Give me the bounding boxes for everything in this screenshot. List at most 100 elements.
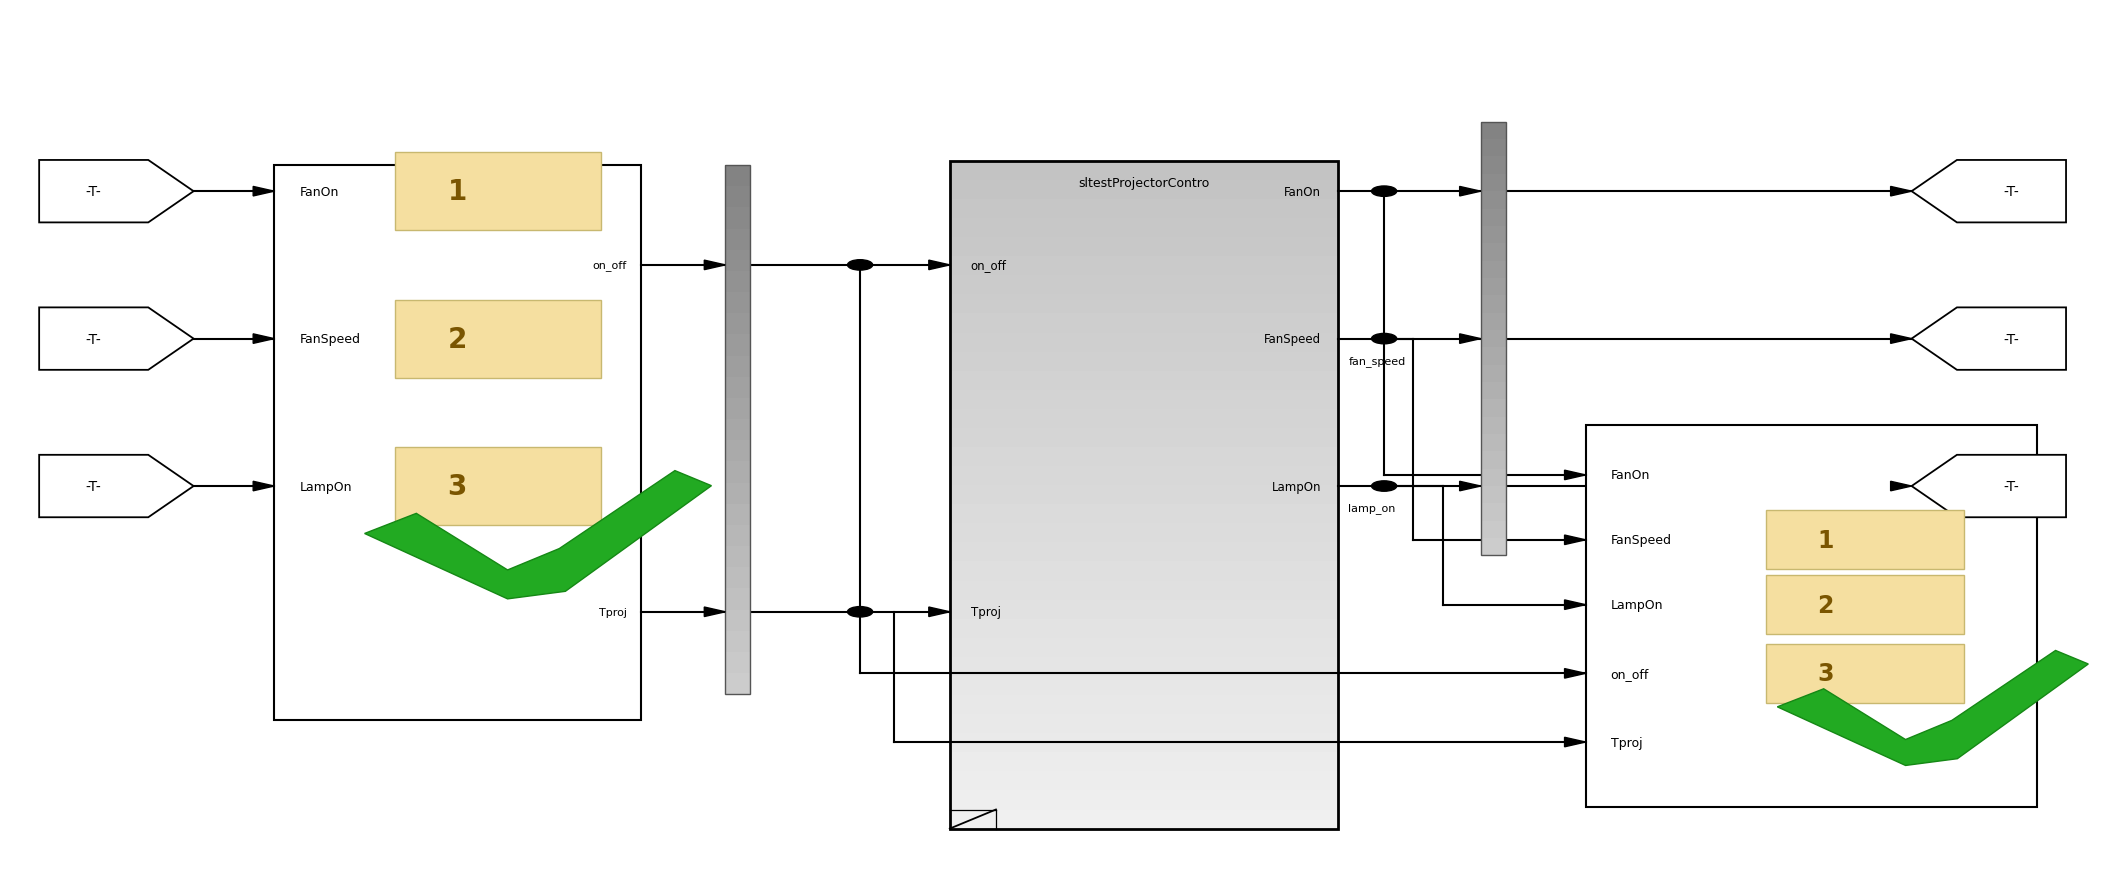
Bar <box>1481 313 1506 330</box>
Text: on_off: on_off <box>971 259 1006 272</box>
Bar <box>1481 296 1506 313</box>
Bar <box>950 162 1338 181</box>
Bar <box>1481 123 1506 140</box>
Polygon shape <box>254 187 273 196</box>
Bar <box>725 399 750 420</box>
Polygon shape <box>366 471 712 599</box>
Bar <box>725 504 750 525</box>
Bar <box>1481 400 1506 417</box>
Text: FanSpeed: FanSpeed <box>1265 333 1322 346</box>
Text: -T-: -T- <box>86 480 101 494</box>
Polygon shape <box>1565 669 1586 679</box>
Text: 2: 2 <box>1817 593 1834 617</box>
Bar <box>725 525 750 547</box>
Text: FanSpeed: FanSpeed <box>1611 534 1672 547</box>
Bar <box>950 314 1338 333</box>
Bar <box>950 448 1338 467</box>
Bar <box>1481 487 1506 504</box>
Text: -T-: -T- <box>2004 185 2019 199</box>
Bar <box>950 238 1338 257</box>
Polygon shape <box>1565 738 1586 747</box>
Bar <box>1481 123 1506 556</box>
Bar <box>725 673 750 694</box>
Bar <box>1481 521 1506 539</box>
Text: FanOn: FanOn <box>1284 185 1322 198</box>
Bar <box>1481 140 1506 157</box>
Bar <box>725 588 750 610</box>
Polygon shape <box>1565 535 1586 545</box>
Text: FanOn: FanOn <box>1611 469 1649 482</box>
Text: -T-: -T- <box>2004 480 2019 494</box>
Bar <box>1481 348 1506 365</box>
Polygon shape <box>1891 481 1912 491</box>
Bar <box>950 524 1338 543</box>
Polygon shape <box>254 481 273 491</box>
Bar <box>1481 365 1506 382</box>
Polygon shape <box>1565 600 1586 610</box>
Text: 3: 3 <box>1817 661 1834 686</box>
Polygon shape <box>1460 481 1481 491</box>
Circle shape <box>847 607 872 617</box>
Bar <box>1481 539 1506 556</box>
Bar <box>1481 434 1506 452</box>
Text: -T-: -T- <box>2004 332 2019 346</box>
Bar <box>725 209 750 229</box>
Polygon shape <box>929 261 950 270</box>
Bar <box>395 153 601 231</box>
Polygon shape <box>704 607 725 617</box>
Circle shape <box>1372 334 1397 344</box>
Polygon shape <box>1912 308 2065 370</box>
Bar <box>725 461 750 483</box>
Bar <box>950 600 1338 619</box>
Bar <box>395 448 601 526</box>
Text: FanSpeed: FanSpeed <box>298 333 361 346</box>
Bar <box>950 638 1338 657</box>
Bar <box>725 441 750 461</box>
Text: Tproj: Tproj <box>971 606 1000 619</box>
Text: on_off: on_off <box>592 260 626 271</box>
Bar <box>725 250 750 272</box>
Polygon shape <box>929 607 950 617</box>
Text: 1: 1 <box>448 178 466 206</box>
Bar <box>950 486 1338 505</box>
Text: LampOn: LampOn <box>298 480 351 493</box>
Bar <box>725 377 750 399</box>
Polygon shape <box>40 308 193 370</box>
Polygon shape <box>1565 471 1586 481</box>
Bar <box>395 300 601 378</box>
Bar <box>725 483 750 504</box>
Bar <box>1481 417 1506 434</box>
Bar <box>950 580 1338 600</box>
Bar <box>950 505 1338 524</box>
Text: fan_speed: fan_speed <box>1349 355 1406 367</box>
Bar <box>950 695 1338 714</box>
Bar <box>950 371 1338 390</box>
Bar <box>950 200 1338 219</box>
Bar <box>950 181 1338 200</box>
Bar <box>1481 504 1506 521</box>
Bar <box>950 619 1338 638</box>
Polygon shape <box>704 261 725 270</box>
Polygon shape <box>40 161 193 223</box>
Bar <box>950 162 1338 829</box>
Polygon shape <box>1891 187 1912 196</box>
Bar <box>725 187 750 209</box>
Polygon shape <box>1460 335 1481 344</box>
Bar <box>1481 279 1506 296</box>
Text: FanOn: FanOn <box>298 185 338 198</box>
Polygon shape <box>1891 335 1912 344</box>
Bar <box>950 543 1338 562</box>
Bar <box>950 428 1338 448</box>
Bar <box>950 257 1338 276</box>
Bar <box>950 791 1338 810</box>
Bar <box>725 547 750 567</box>
Bar <box>1767 511 1964 570</box>
Bar <box>725 631 750 652</box>
Text: Tproj: Tproj <box>1611 736 1643 749</box>
Polygon shape <box>40 455 193 518</box>
Bar <box>1767 644 1964 703</box>
Bar <box>1481 244 1506 262</box>
Bar <box>725 356 750 377</box>
Polygon shape <box>1912 455 2065 518</box>
Polygon shape <box>1460 187 1481 196</box>
